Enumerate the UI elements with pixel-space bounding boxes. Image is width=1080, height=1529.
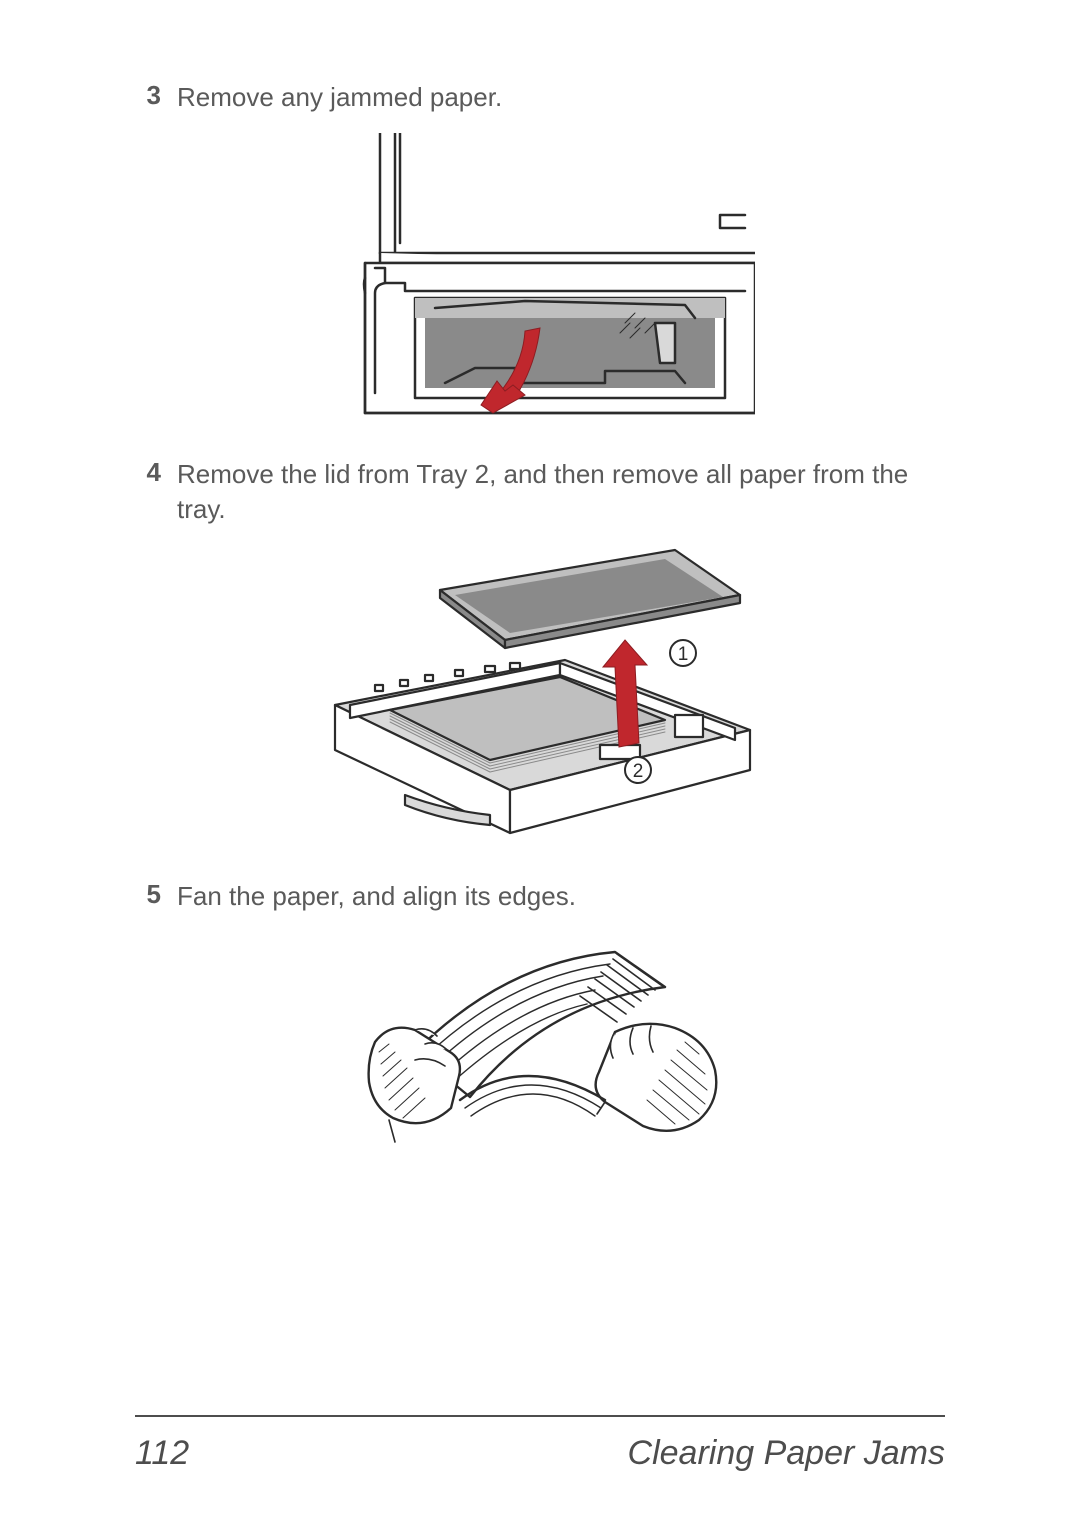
step-4-text: Remove the lid from Tray 2, and then rem… [177, 457, 945, 527]
footer-section-title: Clearing Paper Jams [628, 1434, 945, 1473]
page-number: 112 [135, 1434, 189, 1473]
figure-2-callout-2: 2 [625, 757, 651, 783]
svg-text:1: 1 [678, 644, 689, 665]
step-4: 4 Remove the lid from Tray 2, and then r… [135, 457, 945, 527]
step-3: 3 Remove any jammed paper. [135, 80, 945, 115]
step-3-number: 3 [135, 80, 177, 111]
step-5-text: Fan the paper, and align its edges. [177, 879, 576, 914]
figure-2-callout-1: 1 [670, 640, 696, 666]
figure-3-fan-paper [135, 932, 945, 1162]
page-footer: 112 Clearing Paper Jams [135, 1434, 945, 1473]
step-4-number: 4 [135, 457, 177, 488]
step-5: 5 Fan the paper, and align its edges. [135, 879, 945, 914]
step-3-text: Remove any jammed paper. [177, 80, 502, 115]
footer-rule [135, 1415, 945, 1417]
figure-2-tray-lid: 1 2 [135, 545, 945, 845]
svg-text:2: 2 [633, 761, 644, 782]
step-5-number: 5 [135, 879, 177, 910]
figure-1-printer-jam [135, 133, 945, 423]
